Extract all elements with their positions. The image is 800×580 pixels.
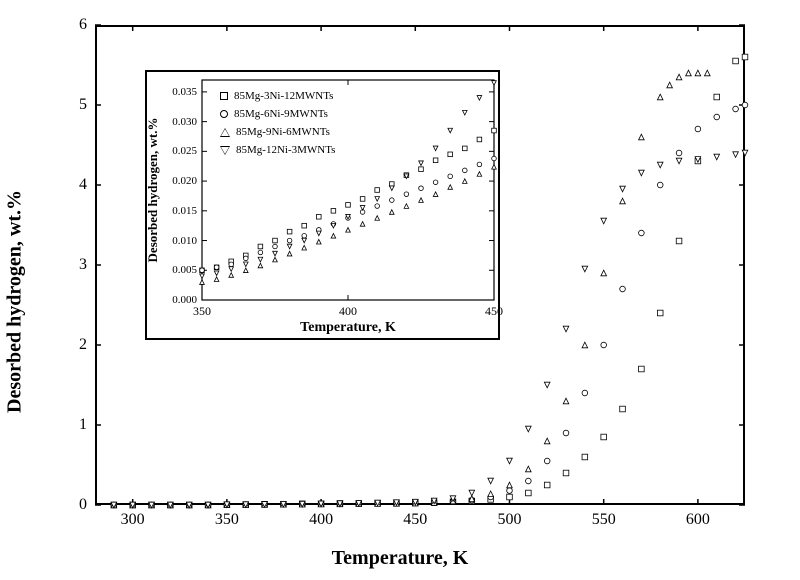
- inset-ytick-label: 0.015: [162, 205, 197, 217]
- inset-x-label: Temperature, K: [300, 320, 396, 336]
- legend-item: 85Mg-12Ni-3MWNTs: [220, 144, 335, 156]
- legend-label: 85Mg-6Ni-9MWNTs: [234, 108, 328, 120]
- square-icon: [220, 92, 228, 100]
- inset-ytick-label: 0.035: [162, 86, 197, 98]
- legend-item: 85Mg-3Ni-12MWNTs: [220, 90, 333, 102]
- inset-xtick-label: 350: [193, 304, 211, 319]
- inset-ytick-label: 0.010: [162, 235, 197, 247]
- inset-ytick-label: 0.030: [162, 116, 197, 128]
- inset-xtick-label: 400: [339, 304, 357, 319]
- inset-y-label: Desorbed hydrogen, wt.%: [145, 118, 161, 263]
- triangle-down-icon: [220, 146, 230, 155]
- legend-label: 85Mg-3Ni-12MWNTs: [234, 90, 333, 102]
- legend-label: 85Mg-9Ni-6MWNTs: [236, 126, 330, 138]
- legend-item: 85Mg-6Ni-9MWNTs: [220, 108, 328, 120]
- inset-ytick-label: 0.025: [162, 145, 197, 157]
- legend-label: 85Mg-12Ni-3MWNTs: [236, 144, 335, 156]
- chart-container: Temperature, K Desorbed hydrogen, wt.% 3…: [0, 0, 800, 580]
- inset-ytick-label: 0.000: [162, 294, 197, 306]
- legend-item: 85Mg-9Ni-6MWNTs: [220, 126, 330, 138]
- inset-plot: Temperature, K Desorbed hydrogen, wt.% 3…: [145, 70, 500, 340]
- circle-icon: [220, 110, 228, 118]
- inset-xtick-label: 450: [485, 304, 503, 319]
- triangle-up-icon: [220, 128, 230, 137]
- inset-ytick-label: 0.020: [162, 175, 197, 187]
- inset-ytick-label: 0.005: [162, 264, 197, 276]
